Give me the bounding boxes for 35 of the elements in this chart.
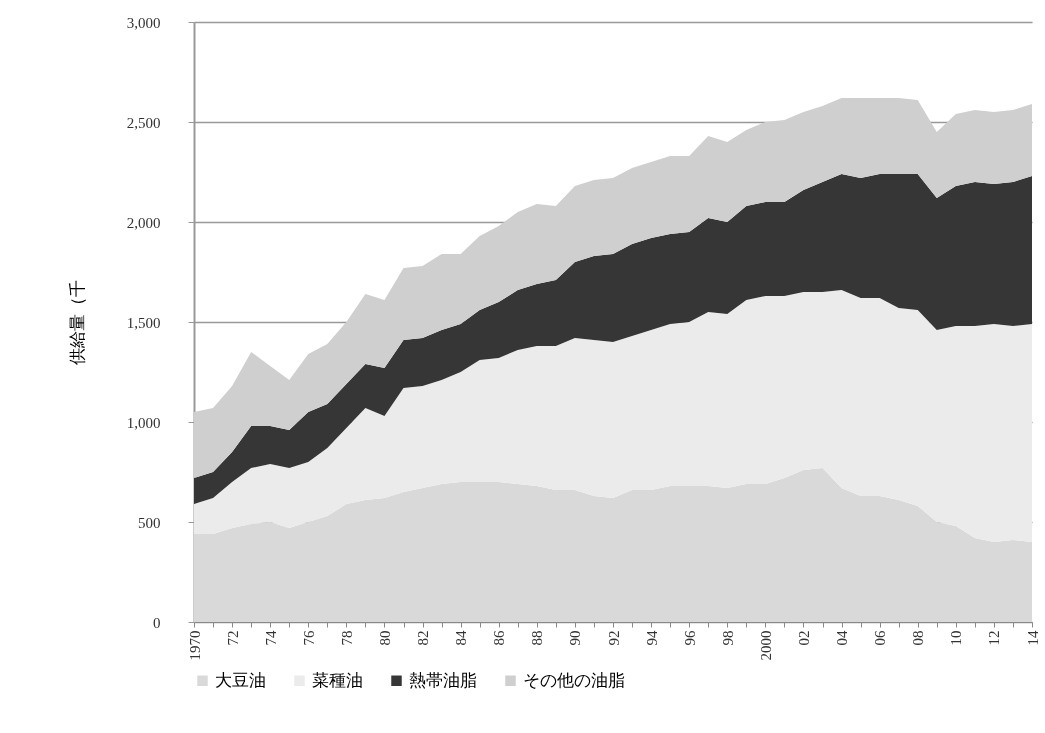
x-tick-label: 94 [643, 630, 660, 646]
y-tick-label: 1,500 [126, 314, 161, 331]
x-tick-label: 80 [376, 630, 393, 646]
x-tick-label: 14 [1024, 630, 1041, 646]
x-tick-label: 98 [719, 630, 736, 646]
x-tick-label: 06 [872, 630, 889, 646]
legend-label: 熱帯油脂 [409, 669, 477, 690]
x-tick-label: 90 [567, 630, 584, 646]
y-tick-label: 1,000 [126, 414, 161, 431]
y-tick-label: 3,000 [126, 14, 161, 31]
x-tick-label: 12 [986, 630, 1003, 646]
x-tick-label: 86 [491, 630, 508, 646]
x-tick-label: 74 [262, 630, 279, 646]
y-tick-label: 2,000 [126, 214, 161, 231]
legend-label: 大豆油 [215, 669, 266, 690]
x-tick-label: 88 [529, 630, 546, 646]
x-tick-label: 04 [834, 630, 851, 646]
y-tick-label: 500 [138, 514, 161, 531]
y-axis-title: 供給量（千 [66, 280, 87, 365]
x-tick-label: 10 [948, 630, 965, 646]
y-tick-label: 0 [153, 614, 161, 631]
x-tick-label: 78 [338, 630, 355, 646]
y-tick-label: 2,500 [126, 114, 161, 131]
x-tick-label: 1970 [186, 630, 203, 661]
x-tick-label: 96 [681, 630, 698, 646]
legend-label: その他の油脂 [523, 669, 625, 690]
x-tick-label: 84 [453, 630, 470, 646]
x-tick-label: 82 [415, 630, 432, 646]
x-tick-label: 2000 [757, 630, 774, 661]
x-tick-label: 08 [910, 630, 927, 646]
x-tick-label: 76 [300, 630, 317, 646]
x-tick-label: 72 [224, 630, 241, 646]
x-tick-label: 02 [795, 630, 812, 646]
x-tick-label: 92 [605, 630, 622, 646]
legend-label: 菜種油 [312, 669, 363, 690]
